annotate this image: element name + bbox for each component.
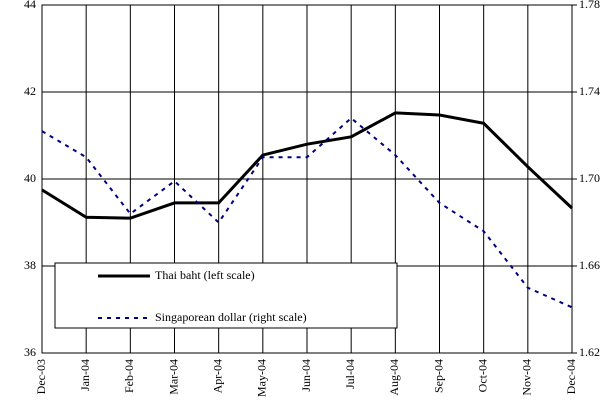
- x-tick-label: Jun-04: [299, 359, 313, 392]
- y2-tick-label: 1.78: [579, 0, 600, 11]
- series-line: [41, 111, 574, 220]
- x-tick-label: Sep-04: [431, 359, 445, 393]
- legend-label: Singaporean dollar (right scale): [155, 310, 307, 324]
- y2-tick-label: 1.62: [579, 345, 600, 359]
- legend-label: Thai baht (left scale): [155, 268, 255, 282]
- x-tick-label: Dec-04: [564, 359, 578, 394]
- x-tick-label: Oct-04: [475, 359, 489, 392]
- y2-tick-label: 1.66: [579, 258, 600, 272]
- legend-box: [54, 262, 398, 329]
- y-tick-label: 38: [24, 258, 36, 272]
- y-tick-label: 44: [24, 0, 36, 11]
- x-tick-label: Apr-04: [210, 359, 224, 393]
- y-tick-label: 36: [24, 345, 36, 359]
- x-tick-label: Jul-04: [343, 359, 357, 389]
- y2-tick-label: 1.74: [579, 84, 600, 98]
- x-tick-label: Aug-04: [387, 359, 401, 396]
- x-tick-label: May-04: [255, 359, 269, 397]
- x-tick-label: Nov-04: [520, 359, 534, 396]
- x-tick-label: Mar-04: [166, 359, 180, 395]
- series-line: [41, 116, 573, 309]
- plot-frame: [41, 4, 573, 354]
- y-tick-label: 40: [24, 171, 36, 185]
- x-tick-label: Feb-04: [122, 359, 136, 393]
- y-tick-label: 42: [24, 84, 36, 98]
- x-tick-label: Jan-04: [78, 359, 92, 391]
- x-tick-label: Dec-03: [34, 359, 48, 394]
- y2-tick-label: 1.70: [579, 171, 600, 185]
